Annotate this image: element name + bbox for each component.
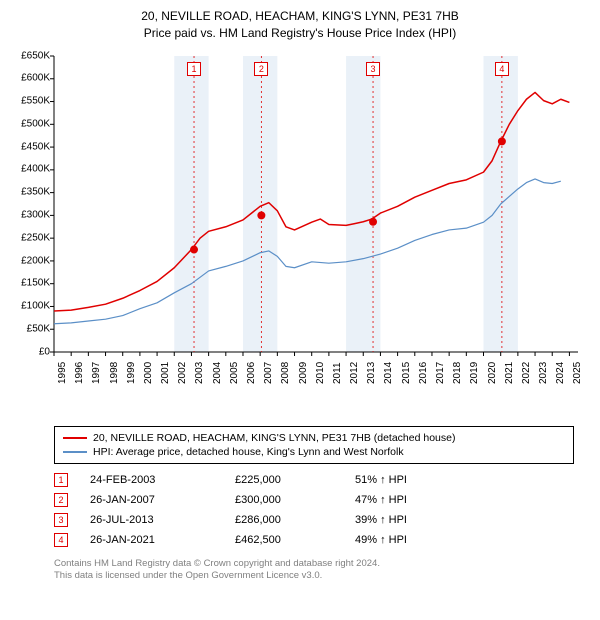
y-tick-label: £650K [12,50,50,61]
x-tick-label: 2009 [298,361,309,383]
y-tick-label: £450K [12,141,50,152]
chart-svg [12,48,588,388]
sale-row: 3 26-JUL-2013£286,00039% ↑ HPI [54,510,574,530]
x-tick-label: 2002 [177,361,188,383]
x-tick-label: 2020 [487,361,498,383]
sale-marker-box: 2 [254,62,268,76]
x-tick-label: 2023 [538,361,549,383]
y-tick-label: £250K [12,232,50,243]
legend-label: 20, NEVILLE ROAD, HEACHAM, KING'S LYNN, … [93,432,455,444]
x-tick-label: 2008 [280,361,291,383]
sales-table: 1 24-FEB-2003£225,00051% ↑ HPI 2 26-JAN-200… [54,470,574,550]
sale-row-marker: 2 [54,493,68,507]
sale-row: 1 24-FEB-2003£225,00051% ↑ HPI [54,470,574,490]
sale-marker-box: 1 [187,62,201,76]
y-tick-label: £300K [12,209,50,220]
sale-date: 26-JAN-2007 [90,494,235,506]
sale-price: £462,500 [235,534,355,546]
legend-row: 20, NEVILLE ROAD, HEACHAM, KING'S LYNN, … [63,431,565,445]
x-tick-label: 2017 [435,361,446,383]
x-tick-label: 2000 [143,361,154,383]
y-tick-label: £600K [12,73,50,84]
sale-date: 24-FEB-2003 [90,474,235,486]
x-tick-label: 2001 [160,361,171,383]
sale-marker-box: 3 [366,62,380,76]
y-tick-label: £500K [12,118,50,129]
x-tick-label: 2021 [504,361,515,383]
x-tick-label: 2012 [349,361,360,383]
sale-row: 4 26-JAN-2021£462,50049% ↑ HPI [54,530,574,550]
sale-price: £225,000 [235,474,355,486]
sale-pct: 49% ↑ HPI [355,534,407,546]
y-tick-label: £550K [12,96,50,107]
sale-row-marker: 4 [54,533,68,547]
x-tick-label: 2011 [332,362,343,384]
x-tick-label: 2005 [229,361,240,383]
x-tick-label: 2015 [401,361,412,383]
x-tick-label: 2010 [315,361,326,383]
sale-pct: 47% ↑ HPI [355,494,407,506]
sale-pct: 39% ↑ HPI [355,514,407,526]
y-tick-label: £200K [12,255,50,266]
sale-price: £286,000 [235,514,355,526]
y-tick-label: £150K [12,278,50,289]
x-tick-label: 2014 [383,361,394,383]
x-tick-label: 1995 [57,361,68,383]
x-tick-label: 1999 [126,361,137,383]
x-tick-label: 2006 [246,361,257,383]
x-tick-label: 2019 [469,361,480,383]
x-tick-label: 2018 [452,361,463,383]
sale-price: £300,000 [235,494,355,506]
x-tick-label: 2003 [194,361,205,383]
legend-box: 20, NEVILLE ROAD, HEACHAM, KING'S LYNN, … [54,426,574,464]
sale-row-marker: 1 [54,473,68,487]
footer-line-1: Contains HM Land Registry data © Crown c… [54,558,588,571]
legend-label: HPI: Average price, detached house, King… [93,446,404,458]
x-tick-label: 2013 [366,361,377,383]
y-tick-label: £50K [12,323,50,334]
sale-row-marker: 3 [54,513,68,527]
x-tick-label: 2004 [212,361,223,383]
x-tick-label: 1998 [109,361,120,383]
title-block: 20, NEVILLE ROAD, HEACHAM, KING'S LYNN, … [12,8,588,42]
sale-date: 26-JAN-2021 [90,534,235,546]
x-tick-label: 2024 [555,361,566,383]
y-tick-label: £400K [12,164,50,175]
sale-marker-box: 4 [495,62,509,76]
footer-text: Contains HM Land Registry data © Crown c… [54,558,588,584]
legend-swatch [63,437,87,439]
x-tick-label: 2025 [572,361,583,383]
x-tick-label: 2016 [418,361,429,383]
y-tick-label: £0 [12,346,50,357]
sale-pct: 51% ↑ HPI [355,474,407,486]
x-tick-label: 2022 [521,361,532,383]
y-tick-label: £350K [12,187,50,198]
sale-date: 26-JUL-2013 [90,514,235,526]
y-tick-label: £100K [12,301,50,312]
footer-line-2: This data is licensed under the Open Gov… [54,570,588,583]
x-tick-label: 2007 [263,361,274,383]
title-line-2: Price paid vs. HM Land Registry's House … [12,25,588,42]
x-tick-label: 1996 [74,361,85,383]
chart-area: £0 £50K £100K £150K £200K £250K £300K £350K £400… [12,48,588,388]
chart-container: 20, NEVILLE ROAD, HEACHAM, KING'S LYNN, … [0,0,600,620]
legend-row: HPI: Average price, detached house, King… [63,445,565,459]
legend-swatch [63,451,87,453]
sale-row: 2 26-JAN-2007£300,00047% ↑ HPI [54,490,574,510]
title-line-1: 20, NEVILLE ROAD, HEACHAM, KING'S LYNN, … [12,8,588,25]
x-tick-label: 1997 [91,361,102,383]
